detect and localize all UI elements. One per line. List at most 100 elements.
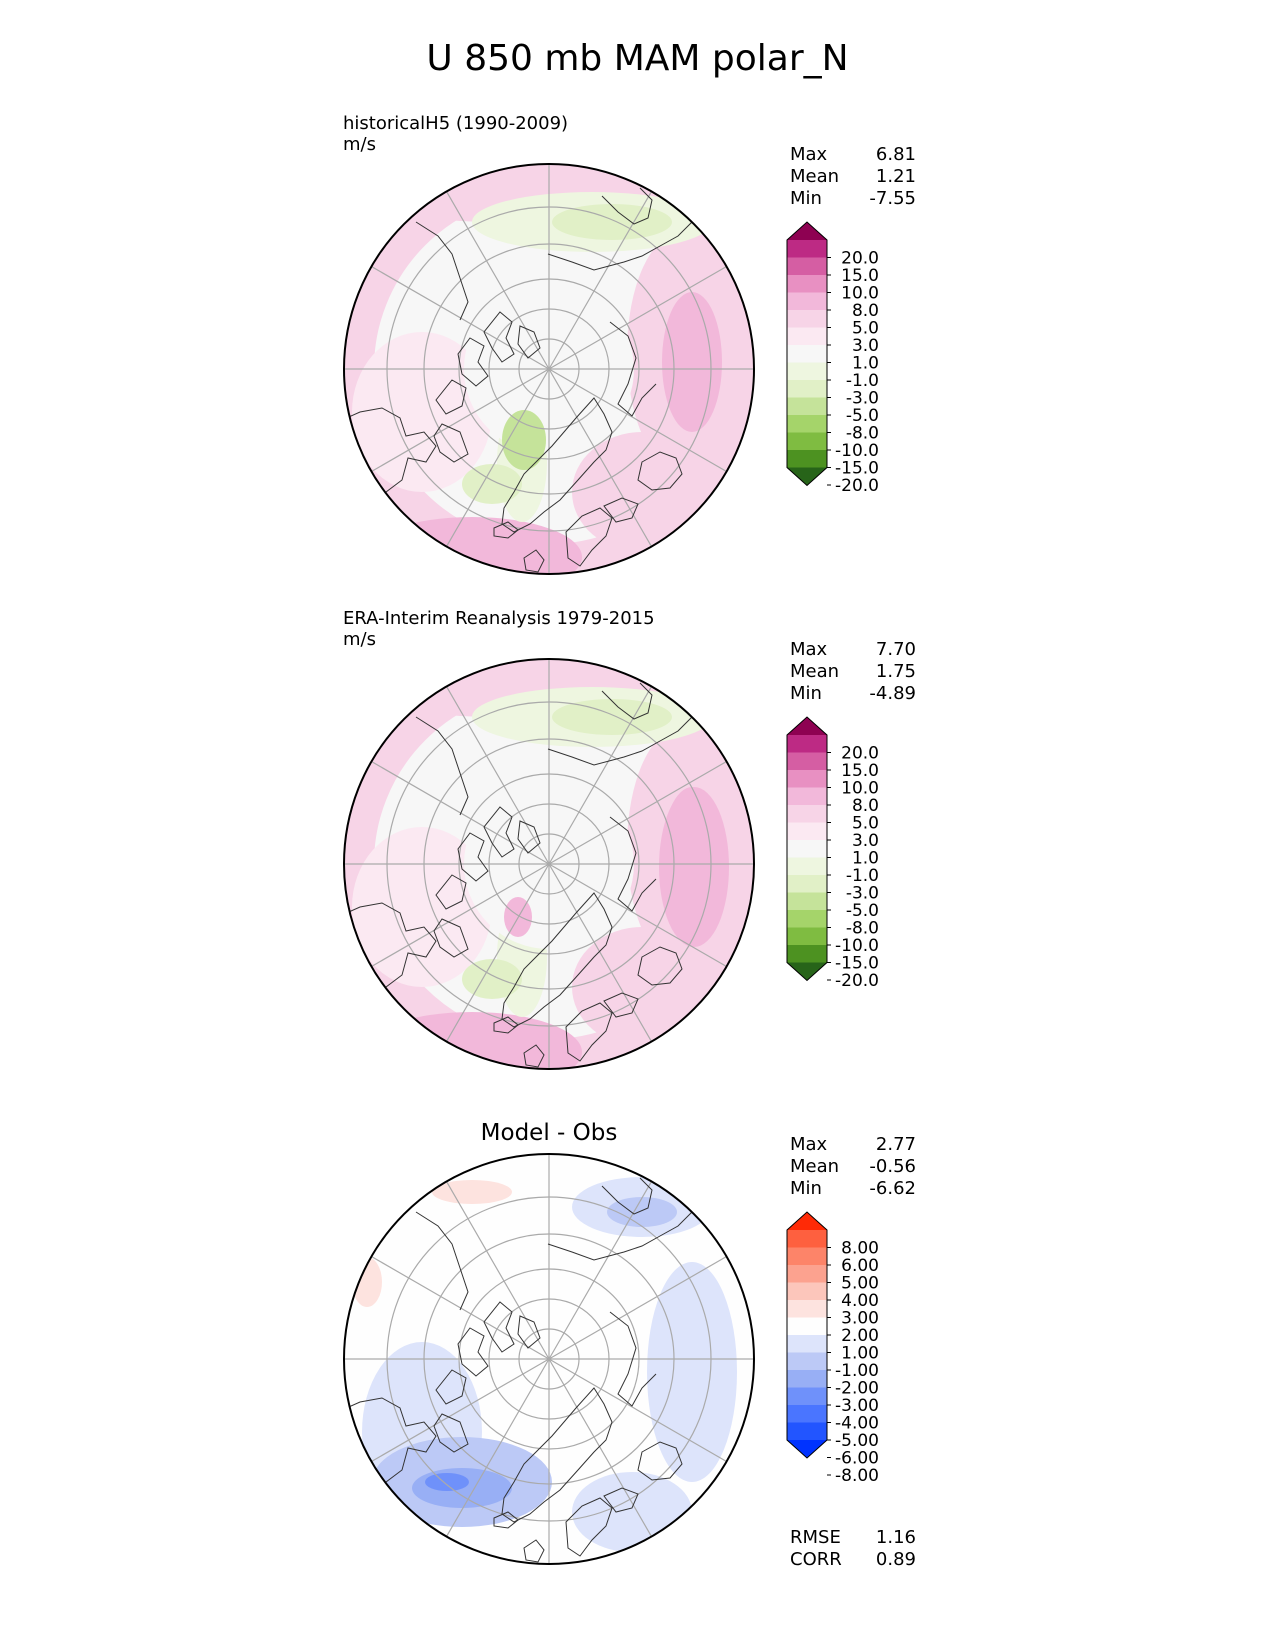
colorbar-tick-label: 20.0 bbox=[841, 249, 879, 269]
metric-label: RMSE bbox=[790, 1527, 841, 1548]
colorbar-segment bbox=[787, 1422, 827, 1441]
colorbar-segment bbox=[787, 275, 827, 293]
colorbar-tick-label: -10.0 bbox=[835, 441, 879, 461]
colorbar-tick-label: -20.0 bbox=[835, 971, 879, 991]
colorbar-top-extend bbox=[787, 717, 827, 735]
colorbar-tick-label: -2.00 bbox=[835, 1379, 879, 1399]
map-boundary bbox=[343, 163, 755, 575]
stat-label: Min bbox=[790, 188, 822, 209]
colorbar-tick-label: 4.00 bbox=[841, 1291, 879, 1311]
colorbar-tick-label: 5.00 bbox=[841, 1274, 879, 1294]
field-contour-region bbox=[502, 410, 546, 470]
colorbar-segment bbox=[787, 892, 827, 911]
colorbar-tick-label: 5.0 bbox=[852, 814, 879, 834]
colorbar-segment bbox=[787, 910, 827, 928]
field-contour-region bbox=[572, 432, 712, 552]
colorbar-tick-label: -5.00 bbox=[835, 1431, 879, 1451]
stat-label: Min bbox=[790, 683, 822, 704]
panel-3-stats: Max 2.77 Mean -0.56 Min -6.62 bbox=[790, 1134, 916, 1200]
field-contour-region bbox=[432, 1180, 512, 1204]
stat-min: Min -6.62 bbox=[790, 1178, 916, 1200]
colorbar-segment bbox=[787, 345, 827, 363]
colorbar-segment bbox=[787, 257, 827, 276]
colorbar-tick-label: -8.0 bbox=[846, 919, 879, 939]
colorbar-bottom-extend bbox=[787, 467, 827, 486]
colorbar-tick-label: 1.0 bbox=[852, 849, 879, 869]
colorbar-tick-label: 3.0 bbox=[852, 336, 879, 356]
colorbar-segment bbox=[787, 1387, 827, 1406]
stat-min: Min -4.89 bbox=[790, 683, 916, 705]
stat-min: Min -7.55 bbox=[790, 188, 916, 210]
colorbar-segment bbox=[787, 1282, 827, 1301]
stat-value: 6.81 bbox=[875, 144, 916, 165]
colorbar-segment bbox=[787, 415, 827, 433]
panel-1-title: historicalH5 (1990-2009) bbox=[343, 113, 569, 134]
metric-value: 0.89 bbox=[875, 1549, 916, 1570]
colorbar-tick-label: -10.0 bbox=[835, 936, 879, 956]
colorbar-tick-label: -15.0 bbox=[835, 459, 879, 479]
field-contour-region bbox=[647, 1262, 737, 1482]
colorbar-segment bbox=[787, 875, 827, 893]
stat-value: 7.70 bbox=[875, 639, 916, 660]
colorbar-tick-label: -3.0 bbox=[846, 884, 879, 904]
colorbar-tick-label: 6.00 bbox=[841, 1256, 879, 1276]
metric-label: CORR bbox=[790, 1549, 842, 1570]
colorbar-segment bbox=[787, 840, 827, 858]
colorbar-segment bbox=[787, 1247, 827, 1266]
colorbar-tick-label: 5.0 bbox=[852, 319, 879, 339]
colorbar-tick-label: -5.0 bbox=[846, 406, 879, 426]
colorbar-segment bbox=[787, 945, 827, 963]
map-graticule bbox=[344, 164, 754, 574]
field-contour-region bbox=[662, 292, 722, 432]
colorbar-top-extend bbox=[787, 1212, 827, 1230]
field-contour-region bbox=[425, 1473, 469, 1491]
colorbar-segment bbox=[787, 927, 827, 946]
panel-3-title: Model - Obs bbox=[480, 1120, 618, 1146]
colorbar-segment bbox=[787, 432, 827, 451]
colorbar-segment bbox=[787, 397, 827, 416]
stat-mean: Mean 1.21 bbox=[790, 166, 916, 188]
map-graticule bbox=[344, 1154, 754, 1564]
figure-title: U 850 mb MAM polar_N bbox=[426, 38, 849, 79]
colorbar-segment bbox=[787, 327, 827, 346]
panel-1-polar-map bbox=[343, 163, 755, 575]
colorbar-tick-label: -6.00 bbox=[835, 1449, 879, 1469]
field-contour-region bbox=[462, 464, 522, 504]
colorbar-segment bbox=[787, 857, 827, 876]
colorbar-tick-label: 1.0 bbox=[852, 354, 879, 374]
colorbar-tick-label: -15.0 bbox=[835, 954, 879, 974]
stat-max: Max 6.81 bbox=[790, 144, 916, 166]
field-contour-region bbox=[462, 959, 522, 999]
colorbar-tick-label: 15.0 bbox=[841, 761, 879, 781]
field-contour-region bbox=[607, 1197, 677, 1227]
colorbar-tick-label: -1.0 bbox=[846, 371, 879, 391]
colorbar-segment bbox=[787, 1352, 827, 1371]
panel-2-colorbar: 20.015.010.08.05.03.01.0-1.0-3.0-5.0-8.0… bbox=[786, 716, 879, 991]
panel-2-units: m/s bbox=[343, 629, 376, 650]
colorbar-segment bbox=[787, 310, 827, 328]
colorbar-tick-label: 1.00 bbox=[841, 1344, 879, 1364]
colorbar-tick-label: 8.0 bbox=[852, 301, 879, 321]
colorbar-tick-label: -3.0 bbox=[846, 389, 879, 409]
colorbar-segment bbox=[787, 362, 827, 381]
colorbar-segment bbox=[787, 735, 827, 753]
stat-value: -6.62 bbox=[869, 1178, 916, 1199]
colorbar-tick-label: 2.00 bbox=[841, 1326, 879, 1346]
stat-label: Mean bbox=[790, 661, 840, 682]
colorbar-segment bbox=[787, 380, 827, 398]
colorbar-segment bbox=[787, 822, 827, 841]
metric-rmse: RMSE 1.16 bbox=[790, 1527, 916, 1549]
colorbar-tick-label: -4.00 bbox=[835, 1414, 879, 1434]
colorbar-segment bbox=[787, 1405, 827, 1423]
panel-2-title: ERA-Interim Reanalysis 1979-2015 bbox=[343, 608, 655, 629]
colorbar-tick-label: 8.0 bbox=[852, 796, 879, 816]
colorbar-tick-label: 15.0 bbox=[841, 266, 879, 286]
field-contour-region bbox=[552, 699, 672, 735]
colorbar-tick-label: 20.0 bbox=[841, 744, 879, 764]
panel-2-polar-map bbox=[343, 658, 755, 1070]
colorbar-tick-label: -1.0 bbox=[846, 866, 879, 886]
colorbar-segment bbox=[787, 1300, 827, 1318]
colorbar-tick-label: -20.0 bbox=[835, 476, 879, 496]
field-contour-region bbox=[659, 787, 729, 947]
stat-label: Mean bbox=[790, 166, 840, 187]
